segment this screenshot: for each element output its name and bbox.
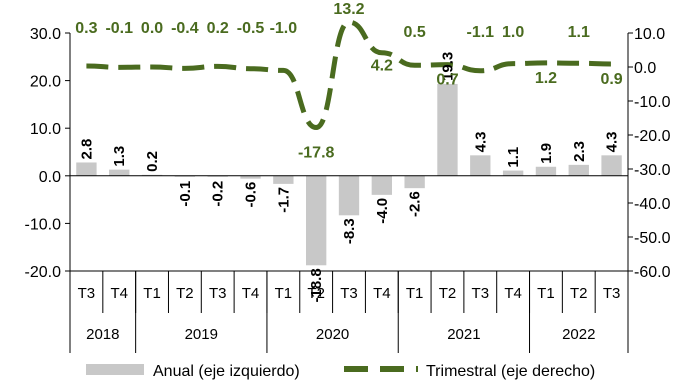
- ytick-left-1: 20.0: [30, 74, 61, 91]
- ytick-right-2: -10.0: [634, 94, 671, 111]
- line-label-10: 0.5: [404, 24, 426, 41]
- bar-anual-0: [76, 162, 97, 176]
- xtick-label-11: T2: [439, 285, 457, 302]
- ytick-left-2: 10.0: [30, 121, 61, 138]
- xtick-label-3: T2: [176, 285, 194, 302]
- year-label-2021: 2021: [447, 326, 480, 343]
- line-label-15: 1.1: [568, 24, 590, 41]
- bar-anual-12: [470, 155, 491, 176]
- xtick-label-1: T4: [110, 285, 128, 302]
- xtick-label-13: T4: [504, 285, 522, 302]
- legend: Anual (eje izquierdo) Trimestral (eje de…: [86, 363, 595, 380]
- ytick-left-3: 0.0: [39, 169, 61, 186]
- axes-group: 30.0 20.0 10.0 0.0 -10.0 -20.0 10.0 0.0 -10.0 -20…: [25, 26, 671, 353]
- xtick-label-7: T2: [307, 285, 325, 302]
- ytick-right-7: -60.0: [634, 264, 671, 281]
- bar-anual-1: [109, 169, 130, 176]
- xtick-label-0: T3: [78, 285, 96, 302]
- year-label-2020: 2020: [316, 326, 349, 343]
- bar-label-4: -0.2: [210, 181, 227, 207]
- line-label-9: 4.2: [371, 58, 393, 75]
- line-label-16: 0.9: [600, 71, 622, 88]
- bar-label-9: -4.0: [374, 198, 391, 224]
- line-label-13: 1.0: [502, 24, 524, 41]
- line-label-11: 0.7: [436, 72, 458, 89]
- ytick-right-3: -20.0: [634, 128, 671, 145]
- xtick-label-14: T1: [537, 285, 555, 302]
- line-label-2: 0.0: [141, 20, 163, 37]
- ytick-left-0: 30.0: [30, 26, 61, 43]
- xtick-label-4: T3: [209, 285, 227, 302]
- bar-anual-11: [437, 83, 458, 176]
- ytick-left-4: -10.0: [25, 216, 62, 233]
- bar-label-6: -1.7: [275, 187, 292, 213]
- bar-label-15: 2.3: [571, 141, 588, 162]
- year-label-2018: 2018: [86, 326, 119, 343]
- xtick-label-5: T4: [242, 285, 260, 302]
- xtick-label-15: T2: [570, 285, 588, 302]
- line-label-7: -17.8: [298, 145, 335, 162]
- bar-label-12: 4.3: [472, 131, 489, 152]
- bar-anual-10: [404, 175, 425, 189]
- line-label-3: -0.4: [171, 20, 199, 37]
- xtick-label-9: T4: [373, 285, 391, 302]
- bar-anual-14: [535, 166, 557, 176]
- ytick-right-4: -30.0: [634, 162, 671, 179]
- line-label-8: 13.2: [333, 1, 364, 18]
- bar-label-3: -0.1: [177, 181, 194, 207]
- bar-label-14: 1.9: [538, 143, 555, 164]
- bar-label-7: -18.8: [308, 268, 325, 302]
- bar-label-10: -2.6: [407, 191, 424, 217]
- bar-label-8: -8.3: [341, 218, 358, 244]
- bar-label-11: 19.3: [439, 52, 456, 81]
- xtick-label-12: T3: [472, 285, 490, 302]
- bar-anual-7: [306, 175, 327, 266]
- bar-anual-15: [568, 164, 589, 176]
- bar-anual-16: [601, 155, 622, 176]
- bar-anual-5: [240, 175, 261, 179]
- xtick-label-8: T3: [340, 285, 358, 302]
- bars-group: [76, 83, 622, 266]
- line-group: [86, 19, 612, 131]
- bar-label-1: 1.3: [111, 146, 128, 167]
- ytick-right-6: -50.0: [634, 230, 671, 247]
- line-trimestral: [86, 19, 612, 131]
- bar-label-5: -0.6: [243, 182, 260, 208]
- line-label-14: 1.2: [535, 70, 557, 87]
- ytick-right-5: -40.0: [634, 196, 671, 213]
- line-label-5: -0.5: [237, 20, 265, 37]
- ytick-left-5: -20.0: [25, 264, 62, 281]
- legend-label-anual: Anual (eje izquierdo): [153, 363, 300, 380]
- bar-label-0: 2.8: [78, 139, 95, 160]
- xtick-label-10: T1: [406, 285, 424, 302]
- legend-label-trimestral: Trimestral (eje derecho): [426, 363, 595, 380]
- bar-label-16: 4.3: [604, 131, 621, 152]
- line-label-12: -1.1: [467, 24, 495, 41]
- line-label-1: -0.1: [105, 20, 133, 37]
- bar-label-2: 0.2: [144, 151, 161, 172]
- line-label-0: 0.3: [75, 20, 97, 37]
- ytick-right-0: 10.0: [634, 26, 665, 43]
- xtick-label-16: T3: [603, 285, 621, 302]
- year-label-2022: 2022: [562, 326, 595, 343]
- year-label-2019: 2019: [185, 326, 218, 343]
- bar-anual-6: [273, 175, 294, 184]
- bar-anual-9: [371, 175, 392, 195]
- labels-group: 2.8 1.3 0.2 -0.1 -0.2 -0.6 -1.7 -18.8 -8.3 -4.0 -2…: [75, 1, 623, 302]
- bar-anual-13: [502, 170, 524, 176]
- xtick-label-6: T1: [275, 285, 293, 302]
- legend-swatch-anual: [86, 364, 144, 375]
- bar-label-13: 1.1: [505, 147, 522, 168]
- line-label-6: -1.0: [270, 20, 298, 37]
- ytick-right-1: 0.0: [634, 60, 656, 77]
- bar-anual-8: [338, 175, 360, 216]
- line-label-4: 0.2: [207, 20, 229, 37]
- xtick-label-2: T1: [143, 285, 161, 302]
